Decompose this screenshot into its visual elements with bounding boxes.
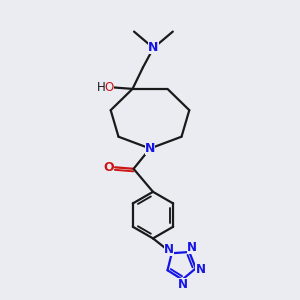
Text: N: N [178, 278, 188, 291]
Text: N: N [164, 243, 174, 256]
Text: O: O [105, 81, 114, 94]
Text: N: N [187, 242, 197, 254]
Text: N: N [196, 263, 206, 276]
Text: H: H [97, 81, 106, 94]
Text: N: N [145, 142, 155, 155]
Text: O: O [104, 161, 114, 174]
Text: N: N [148, 41, 159, 55]
